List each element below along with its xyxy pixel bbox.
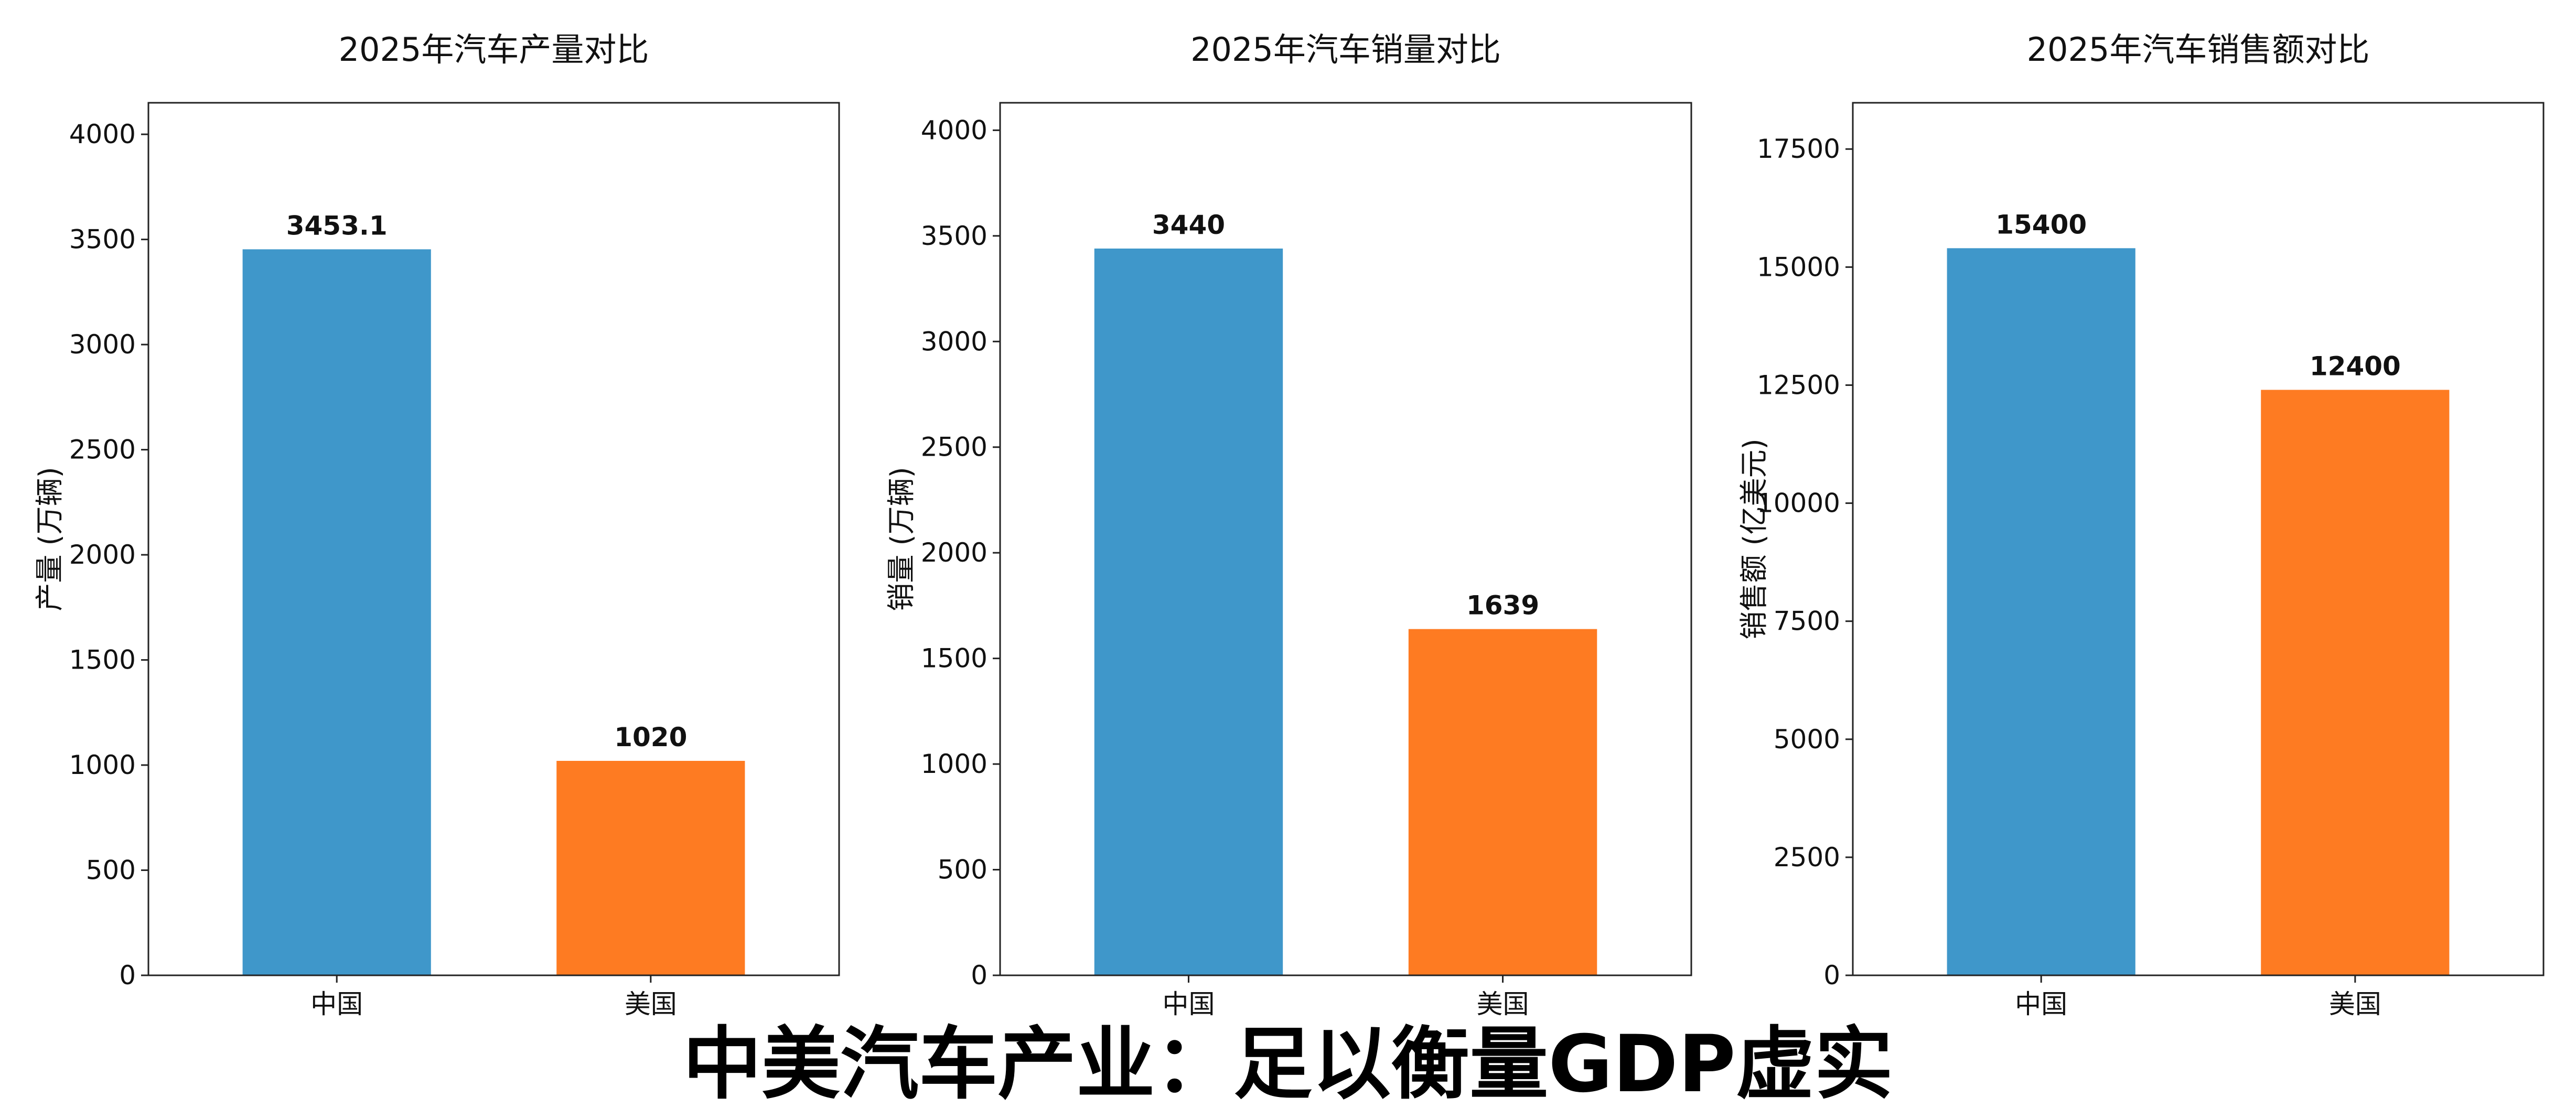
- bar-美国: [556, 761, 745, 975]
- y-tick-label: 10000: [1757, 488, 1840, 519]
- chart-panel-1: 2025年汽车产量对比 3453.1 中国 1020 美国 0 500 1000 1500 200…: [33, 30, 840, 1019]
- y-tick-label: 12500: [1757, 370, 1840, 400]
- chart-title: 2025年汽车销售额对比: [2027, 30, 2370, 69]
- y-tick-label: 1500: [921, 643, 988, 674]
- y-tick-label: 2000: [921, 537, 988, 568]
- y-tick-label: 500: [938, 855, 988, 885]
- y-tick-label: 2500: [921, 432, 988, 462]
- y-tick-label: 2000: [69, 540, 136, 570]
- y-tick-label: 1500: [69, 645, 136, 675]
- x-tick-label: 中国: [310, 989, 363, 1019]
- y-tick-label: 0: [1823, 960, 1840, 991]
- bar-美国: [2261, 390, 2450, 976]
- plot-frame: [1852, 102, 2545, 976]
- y-axis-label: 销量 (万辆): [885, 467, 918, 611]
- y-tick-label: 2500: [69, 435, 136, 465]
- data-label: 12400: [2310, 351, 2401, 381]
- y-tick-label: 500: [86, 855, 136, 886]
- y-tick-label: 5000: [1774, 724, 1840, 755]
- y-tick-label: 4000: [921, 115, 988, 145]
- y-tick-label: 4000: [69, 119, 136, 149]
- x-tick-label: 中国: [1162, 989, 1215, 1019]
- y-tick-label: 3000: [921, 326, 988, 357]
- data-label: 3453.1: [286, 210, 388, 241]
- chart-panel-2: 2025年汽车销量对比 3440 中国 1639 美国 0 500 1000 1500 2000 2…: [885, 30, 1692, 1019]
- bar-中国: [1094, 249, 1283, 975]
- data-label: 1020: [614, 722, 687, 752]
- y-tick-label: 1000: [69, 750, 136, 780]
- y-tick-label: 17500: [1757, 134, 1840, 164]
- y-tick-label: 7500: [1774, 606, 1840, 637]
- data-label: 1639: [1466, 590, 1539, 621]
- y-tick-label: 1000: [921, 749, 988, 779]
- chart-panel-3: 2025年汽车销售额对比 15400 中国 12400 美国 0 2500 5000 7500 1…: [1737, 30, 2545, 1019]
- chart-title: 2025年汽车销量对比: [1190, 30, 1501, 69]
- bar-美国: [1408, 629, 1597, 975]
- data-label: 3440: [1152, 210, 1225, 240]
- chart-title: 2025年汽车产量对比: [339, 30, 649, 69]
- plot-frame: [999, 102, 1692, 976]
- y-axis-label: 销售额 (亿美元): [1737, 438, 1770, 639]
- bar-中国: [1947, 248, 2135, 975]
- y-tick-label: 15000: [1757, 252, 1840, 282]
- x-tick-label: 美国: [2329, 989, 2381, 1019]
- y-tick-label: 3000: [69, 329, 136, 360]
- y-tick-label: 3500: [69, 224, 136, 255]
- y-tick-label: 0: [971, 960, 988, 991]
- x-tick-label: 美国: [1477, 989, 1529, 1019]
- y-tick-label: 2500: [1774, 842, 1840, 873]
- headline-title: 中美汽车产业：足以衡量GDP虚实: [683, 1019, 1893, 1110]
- bar-中国: [242, 249, 431, 976]
- y-tick-label: 0: [119, 960, 136, 991]
- plot-frame: [147, 102, 840, 976]
- y-axis-label: 产量 (万辆): [33, 467, 66, 611]
- x-tick-label: 中国: [2015, 989, 2067, 1019]
- x-tick-label: 美国: [625, 989, 677, 1019]
- y-tick-label: 3500: [921, 221, 988, 251]
- data-label: 15400: [1995, 209, 2087, 240]
